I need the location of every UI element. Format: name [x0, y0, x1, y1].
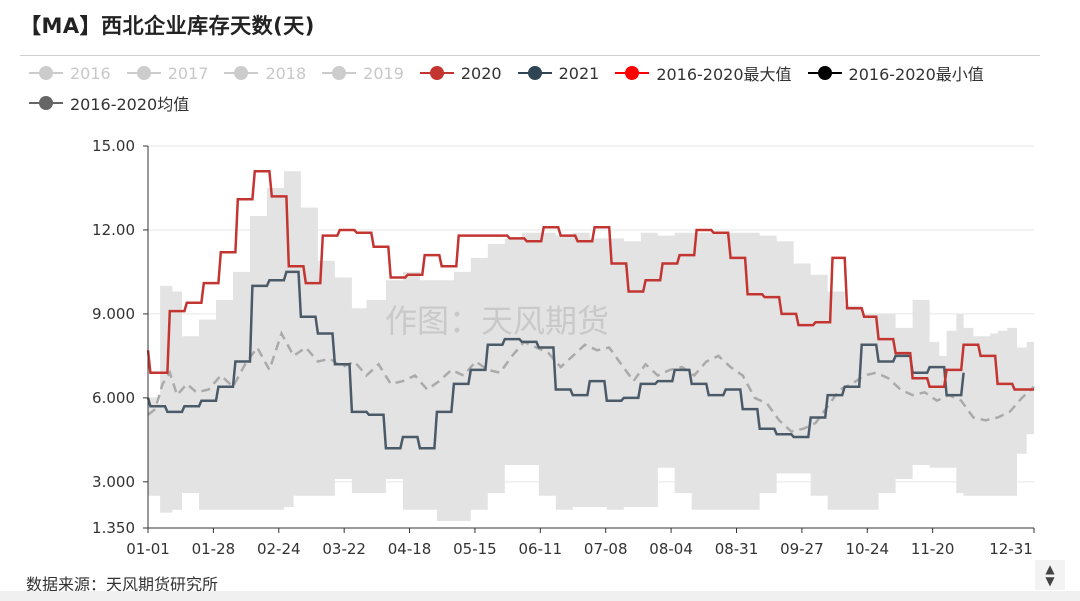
legend-marker-icon [419, 66, 454, 80]
series-line-2021 [146, 270, 965, 450]
x-tick-label: 03-22 [322, 540, 366, 558]
x-tick-label: 09-27 [780, 540, 824, 558]
legend-item[interactable]: 2016-2020均值 [28, 90, 189, 116]
x-tick-label: 10-24 [845, 540, 889, 558]
min-max-range-band [148, 171, 1034, 521]
legend-item[interactable]: 2016 [28, 60, 111, 86]
x-tick-label: 01-01 [126, 540, 170, 558]
axes: 1.350 3.000 6.000 9.000 12.00 15.00 01-01 01-28… [92, 137, 1035, 558]
scroll-up-icon[interactable]: ▲ [1045, 562, 1055, 576]
x-tick-label: 07-08 [584, 540, 628, 558]
legend-marker-icon [322, 66, 357, 80]
legend-item[interactable]: 2017 [126, 60, 209, 86]
legend-marker-icon [807, 66, 842, 80]
legend-item[interactable]: 2019 [321, 60, 404, 86]
legend-label: 2019 [363, 63, 404, 83]
legend-label: 2016 [70, 63, 111, 83]
bottom-scrollbar[interactable] [0, 591, 1080, 601]
scroll-arrows[interactable]: ▲ ▼ [1035, 560, 1065, 590]
legend-label: 2021 [558, 63, 600, 83]
x-tick-label: 02-24 [257, 540, 301, 558]
range-band [148, 171, 1034, 521]
legend-label: 2016-2020均值 [70, 95, 190, 114]
legend-item[interactable]: 2016-2020最大值 [614, 60, 792, 86]
y-tick-label: 12.00 [92, 221, 135, 239]
legend-label: 2018 [265, 63, 307, 83]
scroll-down-icon[interactable]: ▼ [1045, 574, 1055, 588]
y-tick-label: 6.000 [92, 389, 135, 407]
legend-marker-icon [517, 66, 552, 80]
x-tick-label: 06-11 [519, 540, 563, 558]
series-line-2020 [146, 169, 1034, 391]
x-tick-label: 11-20 [911, 540, 955, 558]
y-tick-label: 1.350 [92, 519, 135, 537]
legend-item[interactable]: 2018 [223, 60, 306, 86]
legend-item[interactable]: 2021 [517, 60, 600, 86]
source-note: 数据来源：天风期货研究所 [26, 575, 219, 594]
legend-marker-icon [615, 66, 650, 80]
legend-label: 2016-2020最小值 [848, 65, 984, 84]
x-tick-label: 08-31 [715, 540, 759, 558]
x-tick-label: 05-15 [453, 540, 497, 558]
legend-marker-icon [29, 66, 63, 80]
legend-marker-icon [29, 96, 63, 110]
x-tick-label: 01-28 [192, 540, 236, 558]
legend-marker-icon [224, 66, 259, 80]
legend-marker-icon [126, 66, 161, 80]
series-line-2016-2020均值 [147, 330, 1035, 433]
chart-title: 【MA】西北企业库存天数(天) [20, 14, 315, 38]
x-tick-label: 04-18 [388, 540, 432, 558]
x-tick-label: 08-04 [649, 540, 693, 558]
legend-item[interactable]: 2016-2020最小值 [807, 60, 984, 86]
legend-label: 2016-2020最大值 [656, 65, 792, 84]
y-tick-label: 3.000 [92, 473, 135, 491]
series-lines [146, 169, 1035, 450]
watermark: 作图：天风期货 [385, 302, 609, 340]
legend-label: 2020 [460, 63, 502, 83]
chart-legend: 2016 2017 2018 2019 2020 2021 2016-2020最大值 2016… [28, 60, 1068, 116]
x-tick-label: 12-31 [989, 540, 1033, 558]
y-tick-label: 15.00 [92, 137, 135, 155]
title-divider [20, 55, 1040, 56]
legend-item[interactable]: 2020 [419, 60, 502, 86]
y-tick-label: 9.000 [92, 305, 135, 323]
legend-label: 2017 [167, 63, 209, 83]
